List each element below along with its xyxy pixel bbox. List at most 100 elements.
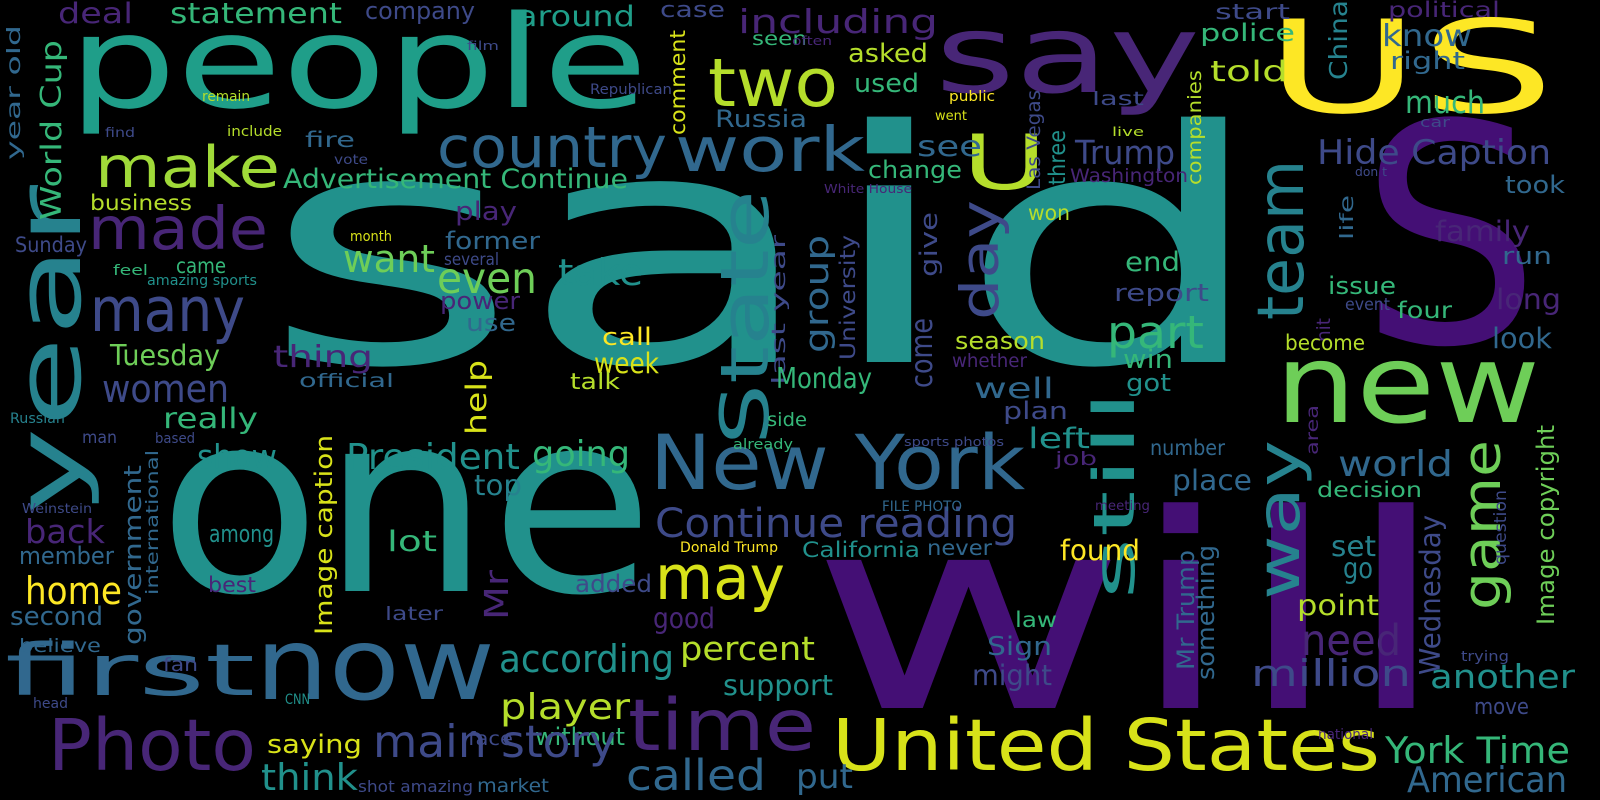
word-meeting-149: meeting (1095, 499, 1150, 514)
word-month-102: month (350, 229, 392, 245)
word-world-141: world (1338, 444, 1453, 485)
word-last-67: last (1092, 88, 1145, 110)
word-will-2: will (810, 457, 1450, 772)
word-lot-153: lot (387, 525, 438, 558)
word-several-88: several (444, 250, 500, 270)
word-might-178: might (972, 659, 1053, 692)
word-play-81: play (455, 197, 518, 227)
word-day-23: day (951, 199, 1011, 320)
word-become-113: become (1285, 331, 1365, 355)
word-many-18: many (90, 274, 245, 346)
word-don-t-75: don t (1355, 165, 1387, 179)
word-tuesday-115: Tuesday (110, 339, 221, 372)
word-deal-39: deal (58, 0, 133, 30)
word-change-78: change (868, 156, 962, 184)
word-york-time-192: York Time (1385, 730, 1570, 772)
word-trump-32: Trump (1075, 133, 1176, 172)
word-time-11: time (628, 684, 817, 767)
word-amazing-sports-105: amazing sports (147, 273, 258, 289)
word-car-69: car (1420, 115, 1450, 131)
word-new-9: new (1275, 321, 1541, 448)
word-women-30: women (102, 367, 230, 411)
word-new-york-14: New York (650, 418, 1026, 507)
word-right-49: right (1390, 47, 1466, 75)
word-talk-119: talk (570, 370, 620, 395)
word-part-31: part (1107, 306, 1204, 359)
word-company-41: company (365, 0, 476, 25)
word-republican-56: Republican (590, 82, 672, 98)
word-thing-116: thing (273, 340, 374, 375)
word-event-99: event (1345, 295, 1390, 315)
word-member-150: member (19, 542, 115, 570)
word-second-162: second (10, 602, 104, 632)
word-face-188: face (468, 728, 514, 750)
word-s-5: S (1360, 60, 1541, 414)
word-give-91: give (915, 212, 943, 277)
word-way-26: way (1244, 440, 1313, 600)
word-power-106: power (440, 287, 521, 315)
word-photo-13: Photo (48, 704, 256, 787)
word-live-68: live (1112, 125, 1144, 139)
word-going-137: going (532, 434, 630, 475)
word-whether-112: whether (952, 350, 1027, 372)
word-without-189: without (535, 723, 626, 751)
word-white-house-83: White House (824, 182, 912, 196)
word-took-76: took (1505, 171, 1566, 199)
word-film-54: film (467, 39, 499, 53)
word-plan-126: plan (1003, 397, 1069, 425)
word-three-74: three (1045, 129, 1071, 185)
word-used-51: used (854, 69, 920, 99)
word-think-193: think (261, 757, 358, 799)
word-u-7: U (962, 118, 1048, 207)
word-often-53: often (792, 34, 833, 48)
word-called-196: called (626, 751, 766, 800)
word-image-copyright-144: Image copyright (1532, 424, 1560, 625)
word-sunday-38: Sunday (15, 233, 87, 257)
word-mr-165: Mr (477, 570, 516, 620)
word-case-43: case (660, 0, 725, 23)
word-report-95: report (1114, 279, 1209, 307)
word-area-133: area (1303, 405, 1323, 455)
word-year-old-37: year old (3, 25, 25, 160)
word-public-65: public (949, 89, 995, 105)
word-remain-55: remain (202, 89, 251, 105)
word-believe-169: believe (19, 635, 101, 657)
word-top-147: top (474, 469, 523, 502)
word-now-10: now (255, 606, 496, 723)
word-life-96: life (1336, 195, 1358, 240)
word-really-124: really (163, 402, 259, 435)
word-know-48: know (1382, 19, 1473, 54)
word-help-123: help (460, 360, 493, 435)
word-law-172: law (1015, 608, 1057, 632)
word-market-195: market (477, 775, 550, 797)
word-place-140: place (1172, 464, 1252, 497)
word-political-46: political (1388, 0, 1500, 22)
word-won-84: won (1028, 201, 1070, 225)
word-decision-142: decision (1317, 478, 1422, 502)
word-comment-64: comment (666, 29, 690, 135)
word-start-45: start (1215, 0, 1291, 24)
word-national-191: national (1318, 727, 1373, 743)
word-season-111: season (955, 327, 1046, 355)
word-group-93: group (797, 234, 836, 353)
word-call-109: call (602, 323, 652, 351)
word-government-151: government (119, 465, 147, 645)
word-advertisement-continue-79: Advertisement Continue (283, 164, 628, 195)
word-wednesday-161: Wednesday (1414, 514, 1447, 675)
word-people-3: people (68, 0, 648, 138)
word-russia-61: Russia (715, 105, 807, 133)
word-two-19: two (708, 44, 839, 122)
word-head-183: head (33, 696, 69, 712)
word-want-87: want (343, 237, 435, 281)
word-work-20: work (675, 114, 865, 186)
word-something-167: something (1192, 544, 1220, 680)
word-even-89: even (437, 254, 537, 304)
word-percent-177: percent (680, 629, 816, 668)
word-business-80: business (90, 191, 192, 215)
word-end-94: end (1125, 247, 1181, 278)
word-feel-104: feel (113, 263, 149, 279)
word-go-160: go (1343, 552, 1373, 585)
word-continue-reading-29: Continue reading (655, 501, 1018, 547)
word-long-97: long (1496, 283, 1562, 316)
